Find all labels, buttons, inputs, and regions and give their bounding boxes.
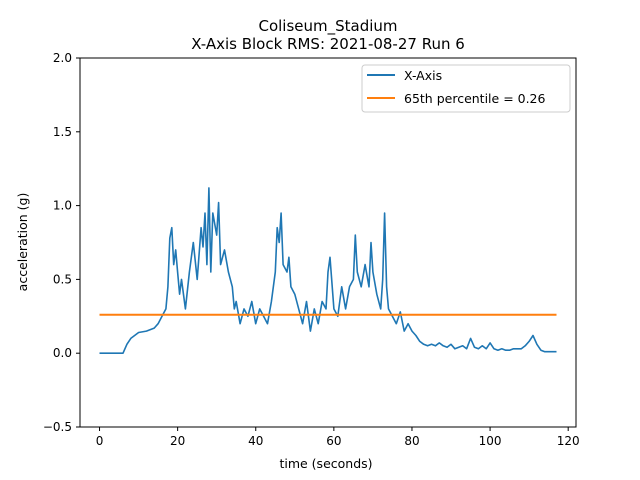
x-tick-label: 120 bbox=[557, 434, 580, 448]
x-tick-label: 40 bbox=[248, 434, 263, 448]
plot-area: 0 20 40 60 80 100 120 −0.5 0.0 0.5 1.0 1.5 2.0 bbox=[43, 51, 580, 448]
legend-box bbox=[361, 64, 571, 113]
x-tick-label: 20 bbox=[170, 434, 185, 448]
y-tick-label: 2.0 bbox=[53, 51, 72, 65]
x-tick-label: 0 bbox=[96, 434, 104, 448]
legend: X-Axis 65th percentile = 0.26 bbox=[361, 64, 571, 113]
y-tick-label: 0.5 bbox=[53, 272, 72, 286]
y-tick-label: −0.5 bbox=[43, 420, 72, 434]
x-tick-label: 100 bbox=[479, 434, 502, 448]
legend-label-x-axis: X-Axis bbox=[404, 68, 442, 83]
axes-frame bbox=[79, 57, 577, 428]
series-line-x-axis bbox=[99, 187, 557, 355]
y-tick-label: 0.0 bbox=[53, 346, 72, 360]
y-tick-label: 1.0 bbox=[53, 199, 72, 213]
x-axis-ticks: 0 20 40 60 80 100 120 bbox=[96, 427, 580, 448]
y-axis-label: acceleration (g) bbox=[15, 193, 30, 292]
series-layer bbox=[99, 187, 557, 355]
x-tick-label: 60 bbox=[326, 434, 341, 448]
chart-title: Coliseum_Stadium bbox=[258, 17, 397, 36]
legend-label-65th-percentile: 65th percentile = 0.26 bbox=[404, 91, 546, 106]
chart-subtitle: X-Axis Block RMS: 2021-08-27 Run 6 bbox=[191, 35, 465, 53]
y-axis-ticks: −0.5 0.0 0.5 1.0 1.5 2.0 bbox=[43, 51, 80, 434]
y-tick-label: 1.5 bbox=[53, 125, 72, 139]
x-axis-label: time (seconds) bbox=[279, 456, 372, 471]
x-tick-label: 80 bbox=[404, 434, 419, 448]
